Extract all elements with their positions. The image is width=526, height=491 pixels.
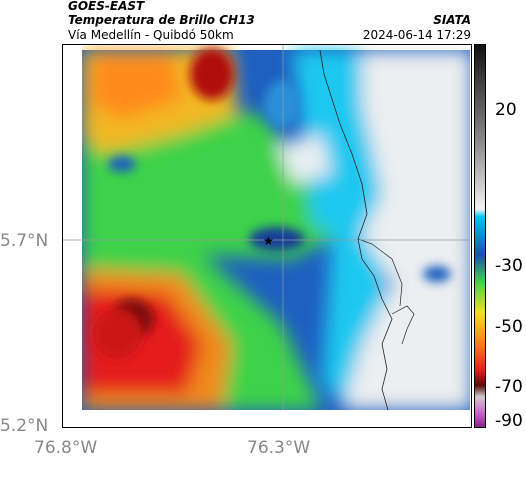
region-label: Vía Medellín - Quibdó 50km [68, 28, 234, 42]
agency-label: SIATA [433, 13, 471, 27]
cbar-tick-minus90: -90 [495, 411, 523, 431]
site-marker: ★ [263, 234, 274, 248]
datetime-label: 2024-06-14 17:29 [362, 28, 471, 42]
lon-tick-76-8: 76.8°W [34, 438, 98, 458]
cbar-tick-minus30: -30 [495, 256, 523, 276]
cbar-tick-minus50: -50 [495, 317, 523, 337]
satellite-title: GOES-EAST [68, 0, 145, 13]
colorbar [474, 44, 486, 428]
cbar-tick-20: 20 [495, 100, 517, 120]
lat-tick-5-2: 5.2°N [0, 416, 49, 436]
cbar-tick-minus70: -70 [495, 377, 523, 397]
satellite-map: ★ [62, 44, 472, 428]
lat-tick-5-7: 5.7°N [0, 231, 49, 251]
lon-tick-76-3: 76.3°W [247, 438, 311, 458]
product-title: Temperatura de Brillo CH13 [68, 13, 255, 27]
